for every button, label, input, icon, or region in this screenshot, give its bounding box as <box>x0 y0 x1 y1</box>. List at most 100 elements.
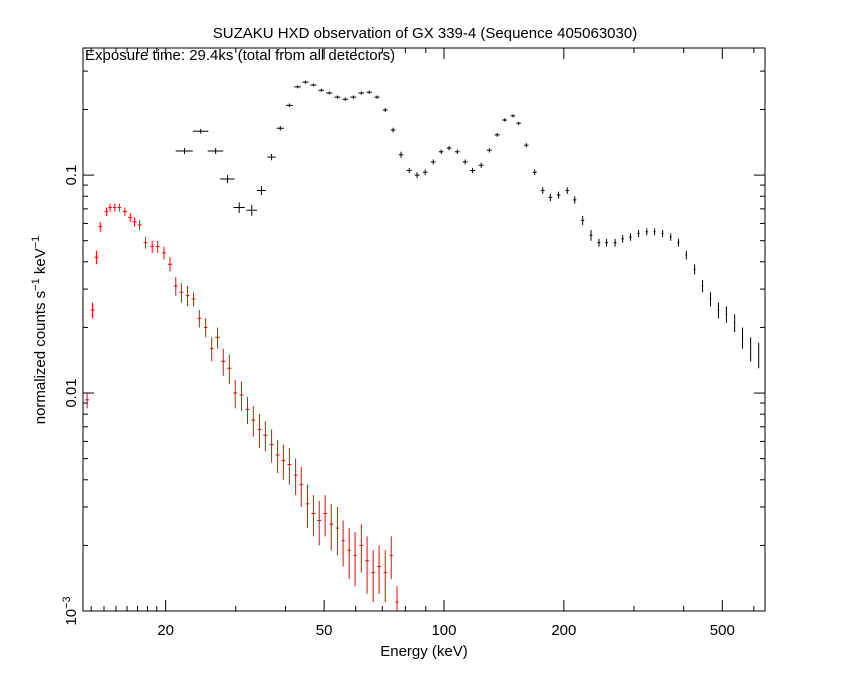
error-bar-point <box>341 520 345 567</box>
error-bar-point <box>90 302 95 319</box>
error-bar-point <box>310 83 317 87</box>
error-bar-point <box>365 536 369 594</box>
error-bar-point <box>374 95 380 99</box>
y-tick-label-base: 0.1 <box>63 165 80 186</box>
error-bar-point <box>122 207 128 216</box>
error-bar-point <box>179 282 184 303</box>
error-bar-point <box>317 500 322 546</box>
error-bar-point <box>207 148 224 154</box>
error-bar-point <box>185 285 190 307</box>
error-bar-point <box>326 91 333 95</box>
error-bar-point <box>246 204 257 216</box>
error-bar-point <box>210 337 214 362</box>
error-bar-point <box>532 169 537 176</box>
data-layer <box>85 80 760 611</box>
error-bar-point <box>293 458 298 496</box>
error-bar-point <box>334 95 341 99</box>
error-bar-point <box>128 213 133 222</box>
error-bar-point <box>750 337 752 362</box>
error-bar-point <box>422 169 428 176</box>
error-bar-point <box>287 447 292 485</box>
error-bar-point <box>406 167 412 174</box>
error-bar-point <box>162 246 166 260</box>
error-bar-point <box>709 292 712 307</box>
error-bar-point <box>589 229 593 241</box>
error-bar-point <box>371 550 375 602</box>
error-bar-point <box>669 233 672 241</box>
error-bar-point <box>256 186 266 196</box>
chart-subtitle: Exposure time: 29.4ks (total from all de… <box>85 47 395 64</box>
error-bar-point <box>383 550 387 602</box>
error-bar-point <box>342 97 348 101</box>
error-bar-point <box>302 80 309 84</box>
error-bar-point <box>758 342 760 369</box>
error-bar-point <box>701 280 704 293</box>
error-bar-point <box>645 228 648 236</box>
error-bar-point <box>462 159 468 165</box>
error-bar-point <box>350 95 357 99</box>
error-bar-point <box>398 151 404 158</box>
error-bar-point <box>677 238 680 247</box>
y-tick-label: 0.01 <box>63 378 80 407</box>
error-bar-point <box>167 257 173 272</box>
error-bar-point <box>605 238 608 247</box>
error-bar-point <box>227 354 232 385</box>
x-tick-label: 20 <box>157 622 174 639</box>
error-bar-point <box>191 292 196 307</box>
error-bar-point <box>486 148 492 153</box>
error-bar-point <box>540 187 545 194</box>
x-tick-label: 50 <box>316 622 333 639</box>
error-bar-point <box>203 318 208 338</box>
error-bar-point <box>573 196 577 204</box>
error-bar-point <box>220 175 235 183</box>
error-bar-point <box>454 149 460 154</box>
error-bar-point <box>653 228 656 236</box>
error-bar-point <box>299 466 303 508</box>
error-bar-point <box>438 149 444 154</box>
error-bar-point <box>548 193 553 202</box>
error-bar-point <box>257 414 262 448</box>
error-bar-point <box>173 277 178 296</box>
error-bar-point <box>430 159 436 165</box>
error-bar-point <box>621 235 624 243</box>
error-bar-point <box>446 146 452 151</box>
y-tick-label-base: 0.01 <box>63 378 80 407</box>
x-tick-label: 500 <box>710 622 735 639</box>
error-bar-point <box>637 229 640 238</box>
error-bar-point <box>556 191 561 199</box>
y-axis-label-text: keV <box>32 248 49 278</box>
error-bar-point <box>233 379 238 409</box>
error-bar-point <box>395 586 399 611</box>
error-bar-point <box>113 203 117 212</box>
x-tick-label: 100 <box>431 622 456 639</box>
error-bar-point <box>734 314 736 333</box>
error-bar-point <box>717 302 720 319</box>
x-tick-label: 200 <box>551 622 576 639</box>
error-bar-point <box>98 221 103 232</box>
error-bar-point <box>239 381 244 411</box>
error-bar-point <box>478 162 484 168</box>
error-bar-point <box>358 91 365 95</box>
error-bar-point <box>269 429 274 463</box>
error-bar-point <box>143 237 148 249</box>
error-bar-point <box>741 327 744 349</box>
error-bar-point <box>155 240 160 253</box>
error-bar-point <box>132 217 137 227</box>
error-bar-point <box>581 215 585 226</box>
error-bar-point <box>377 545 381 594</box>
error-bar-point <box>233 202 245 214</box>
error-bar-point <box>175 148 193 154</box>
error-bar-point <box>597 238 601 247</box>
error-bar-point <box>276 126 284 131</box>
error-bar-point <box>414 172 420 178</box>
error-bar-point <box>335 507 340 556</box>
error-bar-point <box>245 396 250 425</box>
y-tick-label: 0.1 <box>63 165 80 186</box>
error-bar-point <box>629 233 632 241</box>
error-bar-point <box>197 310 202 328</box>
error-bar-point <box>192 128 209 134</box>
error-bar-point <box>150 240 155 253</box>
error-bar-point <box>389 536 393 580</box>
error-bar-point <box>470 167 476 174</box>
